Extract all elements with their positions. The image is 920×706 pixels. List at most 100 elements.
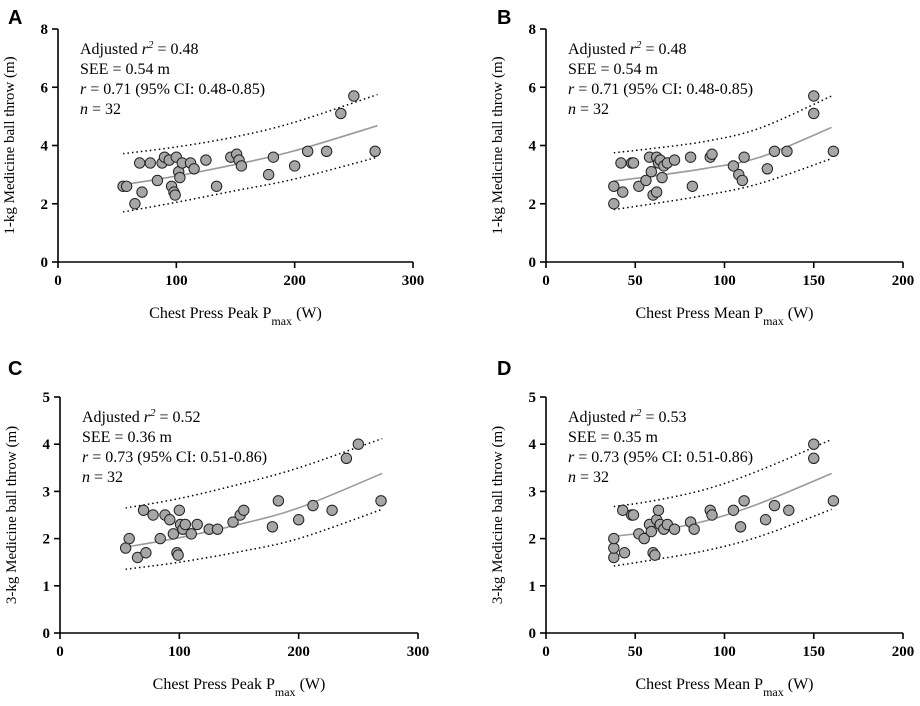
annotation-n: n = 32 (82, 469, 123, 486)
data-point (627, 157, 640, 169)
annotation-adjusted-r2: Adjusted r2 = 0.48 (568, 39, 687, 58)
data-point (335, 107, 347, 120)
data-point (617, 186, 629, 198)
data-point (645, 166, 658, 178)
annotation-see: SEE = 0.54 m (80, 61, 170, 78)
data-point (684, 151, 697, 163)
y-tick-label: 4 (43, 437, 51, 453)
x-tick-label: 200 (892, 273, 915, 289)
data-point (738, 151, 750, 163)
data-point (781, 145, 793, 158)
data-point (129, 198, 141, 210)
panel-letter: B (497, 7, 511, 29)
data-point (618, 547, 631, 559)
data-point (645, 525, 658, 538)
data-point (120, 180, 133, 192)
x-tick-label: 200 (287, 644, 310, 660)
y-tick-label: 5 (43, 390, 51, 406)
annotation-r: r = 0.71 (95% CI: 0.48-0.85) (80, 81, 265, 98)
x-tick-label: 200 (283, 273, 306, 289)
data-point (154, 532, 166, 545)
x-tick-label: 0 (54, 273, 62, 289)
y-axis-label: 1-kg Medicine ball throw (m) (490, 56, 506, 234)
annotation-see: SEE = 0.36 m (82, 429, 172, 446)
data-point (137, 504, 150, 516)
x-tick-label: 200 (892, 644, 915, 660)
data-point (656, 171, 668, 184)
data-point (235, 160, 248, 172)
annotation-see: SEE = 0.35 m (568, 429, 658, 446)
x-tick-label: 150 (803, 644, 826, 660)
panel-c: C 0 100 200 300 0 1 2 3 4 5 Chest Press Peak Pmax (… (4, 358, 429, 699)
data-point (179, 518, 192, 531)
data-point (320, 145, 333, 158)
data-point (727, 160, 740, 172)
data-point (288, 160, 301, 172)
data-point (608, 198, 620, 210)
data-point (188, 163, 200, 175)
data-point (375, 495, 387, 507)
y-tick-label: 1 (43, 579, 51, 595)
data-point (169, 189, 181, 201)
annotation-n: n = 32 (568, 101, 609, 118)
data-point (164, 514, 176, 526)
data-point (608, 542, 620, 554)
data-point (688, 523, 700, 535)
data-point (119, 542, 132, 554)
y-axis-label: 3-kg Medicine ball throw (m) (490, 426, 506, 604)
data-point (262, 168, 275, 181)
data-point (827, 495, 840, 507)
data-point (238, 504, 250, 516)
data-point (123, 532, 135, 545)
data-point (369, 145, 381, 158)
x-tick-label: 100 (165, 273, 188, 289)
annotation-adjusted-r2: Adjusted r2 = 0.53 (568, 407, 687, 426)
data-point (200, 154, 212, 166)
x-tick-label: 0 (542, 644, 550, 660)
data-point (759, 514, 772, 526)
x-tick-label: 0 (56, 644, 64, 660)
x-tick-label: 0 (542, 273, 550, 289)
annotation-adjusted-r2: Adjusted r2 = 0.48 (80, 39, 199, 58)
y-tick-label: 8 (529, 22, 537, 38)
data-point (301, 145, 314, 158)
data-point (652, 504, 665, 516)
x-axis-label: Chest Press Peak Pmax (W) (149, 305, 322, 328)
y-tick-label: 4 (529, 437, 537, 453)
data-point (185, 528, 197, 540)
ci-upper-line (122, 93, 378, 155)
x-axis-label: Chest Press Mean Pmax (W) (636, 305, 814, 328)
y-tick-label: 2 (529, 532, 537, 548)
y-tick-label: 3 (43, 484, 51, 500)
annotation-r: r = 0.73 (95% CI: 0.51-0.86) (568, 449, 753, 466)
y-tick-label: 0 (529, 626, 537, 642)
x-axis-label: Chest Press Mean Pmax (W) (636, 676, 814, 699)
data-point (307, 499, 319, 512)
data-point (608, 180, 620, 192)
data-point (147, 509, 159, 521)
annotation-n: n = 32 (568, 469, 609, 486)
data-point (706, 148, 718, 160)
x-tick-label: 100 (713, 273, 736, 289)
y-tick-label: 1 (529, 579, 537, 595)
y-tick-label: 2 (43, 532, 51, 548)
data-point (167, 528, 180, 540)
data-point (706, 509, 718, 521)
y-tick-label: 6 (529, 80, 537, 96)
annotation-adjusted-r2: Adjusted r2 = 0.52 (82, 407, 201, 426)
annotation-r: r = 0.71 (95% CI: 0.48-0.85) (568, 81, 753, 98)
data-point (133, 157, 146, 169)
data-point (267, 151, 280, 163)
panel-d: D 0 50 100 150 200 0 1 2 3 4 5 Chest Press Mean Pmax… (490, 358, 914, 699)
data-point (617, 504, 629, 516)
x-tick-label: 300 (402, 273, 425, 289)
data-point (668, 523, 681, 535)
data-point (172, 549, 184, 561)
y-tick-label: 2 (41, 197, 49, 213)
annotation-n: n = 32 (80, 101, 121, 118)
data-point (783, 504, 795, 516)
data-point (348, 90, 360, 102)
data-point (734, 521, 747, 533)
data-point (174, 171, 186, 184)
data-point (326, 504, 338, 516)
